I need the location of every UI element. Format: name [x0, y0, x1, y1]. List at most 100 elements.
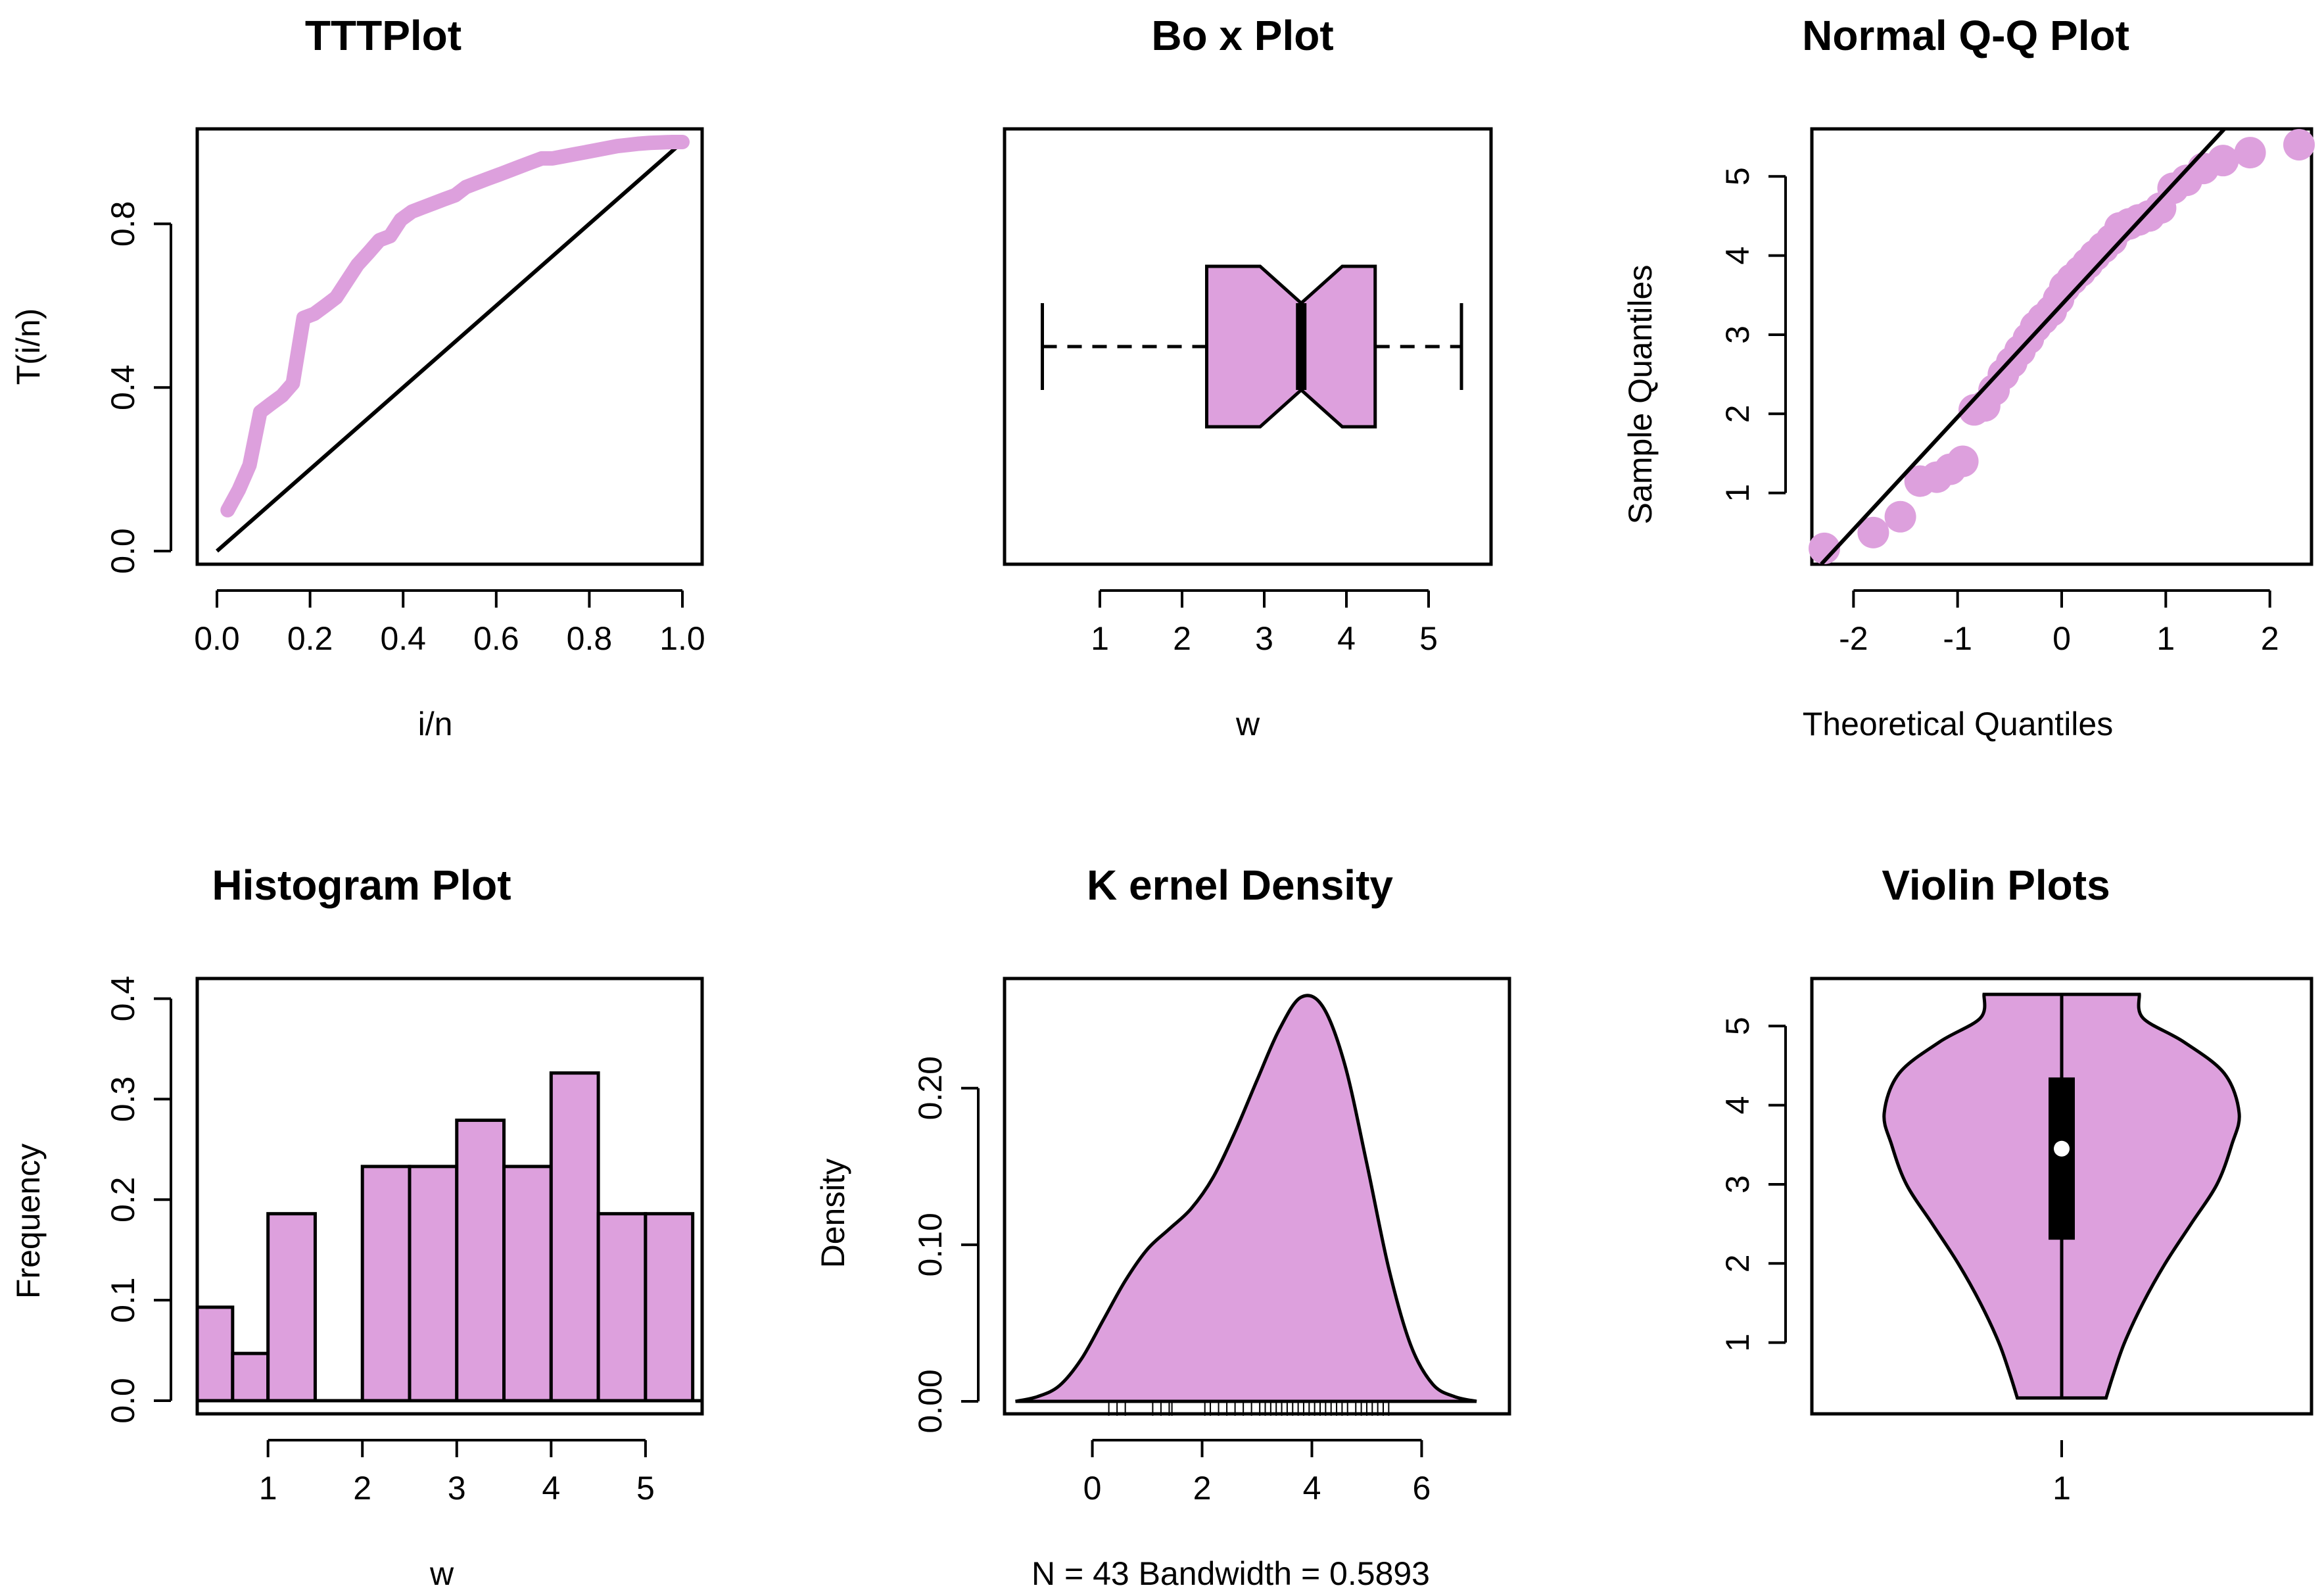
violin-ytick-label: 4	[1719, 1096, 1756, 1115]
box-axes: 1 2 3 4 5	[1091, 589, 1438, 657]
qq-ytick-label: 4	[1719, 247, 1756, 265]
qq-title: Normal Q-Q Plot	[1802, 12, 2129, 59]
violin-plot-frame	[1810, 977, 2313, 1416]
ttt-title: TTTPlot	[305, 12, 462, 59]
hist-xtick-label: 3	[448, 1470, 466, 1507]
kde-xtick-label: 6	[1413, 1470, 1431, 1507]
box-xtick-label: 2	[1173, 620, 1191, 657]
box-title: Bo x Plot	[1151, 12, 1333, 59]
panel-box-plot: Bo x Plot 1 2 3 4 5 w	[1003, 12, 1493, 742]
ttt-xtick-label: 0.2	[287, 620, 333, 657]
kde-ylabel: Density	[815, 1159, 851, 1269]
hist-ytick-label: 0.1	[105, 1277, 141, 1323]
qq-xtick-label: 1	[2156, 620, 2175, 657]
kde-xtick-label: 4	[1303, 1470, 1321, 1507]
kde-rug	[1108, 1401, 1390, 1416]
ttt-xtick-label: 0.4	[380, 620, 426, 657]
hist-xtick-label: 5	[636, 1470, 655, 1507]
box-xlabel: w	[1235, 706, 1260, 742]
hist-ytick-label: 0.4	[105, 976, 141, 1022]
hist-ytick-label: 0.0	[105, 1378, 141, 1424]
kde-xtick-label: 2	[1193, 1470, 1212, 1507]
qq-xtick-label: -2	[1839, 620, 1868, 657]
hist-bar	[231, 1351, 270, 1403]
ttt-xtick-label: 1.0	[659, 620, 705, 657]
qq-point	[1857, 516, 1889, 548]
hist-bar	[408, 1165, 459, 1403]
hist-bar	[502, 1165, 553, 1403]
hist-bar	[266, 1212, 317, 1403]
hist-bar	[455, 1119, 506, 1403]
kde-ytick-label: 0.00	[912, 1369, 949, 1433]
violin-title: Violin Plots	[1882, 861, 2110, 909]
kde-xlabel: N = 43 Bandwidth = 0.5893	[1032, 1555, 1430, 1592]
ttt-ytick-label: 0.4	[105, 364, 141, 410]
ttt-ylabel: T(i/n)	[10, 308, 47, 385]
panel-histogram: Histogram Plot 1 2 3 4 5 0.0 0.1 0.2 0.3 0.4 w Fr…	[10, 861, 704, 1592]
kde-xtick-label: 0	[1083, 1470, 1102, 1507]
qq-point	[1947, 445, 1979, 477]
ttt-xtick-label: 0.6	[473, 620, 519, 657]
hist-xtick-label: 4	[542, 1470, 560, 1507]
qq-axes: -2 -1 0 1 2 1 2 3 4 5	[1719, 167, 2279, 657]
box-xtick-label: 5	[1419, 620, 1438, 657]
box-plot-frame	[1003, 127, 1493, 566]
qq-ytick-label: 3	[1719, 326, 1756, 344]
kde-axes: 0 2 4 6 0.00 0.10 0.20	[912, 1056, 1431, 1507]
qq-points	[1809, 129, 2315, 564]
ttt-ytick-label: 0.0	[105, 528, 141, 574]
ttt-curve	[220, 135, 690, 518]
qq-xtick-label: 2	[2261, 620, 2279, 657]
panel-violin-plot: Violin Plots 1 1 2 3 4 5	[1719, 861, 2313, 1507]
box-glyph	[1041, 264, 1463, 429]
hist-bars	[195, 1071, 702, 1403]
panel-qq-plot: Normal Q-Q Plot -2 -1 0 1 2 1 2 3 4 5 Theoretical…	[1622, 12, 2315, 742]
qq-xlabel: Theoretical Quantiles	[1803, 706, 2113, 742]
hist-bar	[644, 1212, 695, 1403]
panel-ttt-plot: TTTPlot 0.0 0.2 0.4 0.6 0.8 1.00.00.40.8 i/n …	[10, 12, 705, 742]
kde-ytick-label: 0.20	[912, 1056, 949, 1120]
violin-ytick-label: 5	[1719, 1017, 1756, 1035]
box-xtick-label: 1	[1091, 620, 1109, 657]
kde-plot-frame	[1003, 977, 1511, 1416]
hist-bar	[360, 1165, 412, 1403]
kde-ytick-label: 0.10	[912, 1213, 949, 1276]
violin-xtick-label: 1	[2052, 1470, 2071, 1507]
ttt-axes: 0.0 0.2 0.4 0.6 0.8 1.0 0.0 0.4 0.8	[105, 201, 705, 657]
hist-bar	[195, 1305, 235, 1403]
box-notched-body	[1205, 264, 1377, 429]
hist-bar	[549, 1071, 600, 1403]
hist-ytick-label: 0.2	[105, 1177, 141, 1223]
hist-xlabel: w	[429, 1555, 454, 1592]
ttt-reference-line	[216, 140, 684, 553]
qq-ytick-label: 1	[1719, 484, 1756, 502]
qq-ytick-label: 2	[1719, 404, 1756, 423]
qq-point	[2234, 137, 2266, 169]
hist-xtick-label: 2	[353, 1470, 371, 1507]
violin-median-point	[2054, 1140, 2070, 1157]
hist-plot-frame	[195, 977, 704, 1416]
violin-iqr-box	[2049, 1077, 2075, 1240]
panel-kernel-density: K ernel Density 0 2 4 6 0.00 0.10 0.20 N = 43 …	[815, 861, 1511, 1592]
qq-point	[2283, 129, 2315, 161]
hist-xtick-label: 1	[259, 1470, 277, 1507]
ttt-xtick-label: 0.8	[567, 620, 613, 657]
kde-title: K ernel Density	[1087, 861, 1393, 909]
qq-xtick-label: -1	[1943, 620, 1972, 657]
qq-point	[2207, 145, 2239, 177]
hist-ytick-label: 0.3	[105, 1076, 141, 1123]
ttt-xtick-label: 0.0	[194, 620, 240, 657]
box-xtick-label: 3	[1255, 620, 1273, 657]
qq-ytick-label: 5	[1719, 167, 1756, 185]
hist-bar	[596, 1212, 648, 1403]
qq-xtick-label: 0	[2052, 620, 2071, 657]
qq-point	[1809, 532, 1840, 564]
qq-ylabel: Sample Quantiles	[1622, 265, 1659, 525]
hist-axes: 1 2 3 4 5 0.0 0.1 0.2 0.3 0.4	[105, 976, 655, 1507]
violin-ytick-label: 3	[1719, 1175, 1756, 1194]
box-xtick-label: 4	[1337, 620, 1356, 657]
qq-point	[1884, 500, 1916, 533]
ttt-xlabel: i/n	[418, 706, 453, 742]
violin-ytick-label: 1	[1719, 1334, 1756, 1352]
